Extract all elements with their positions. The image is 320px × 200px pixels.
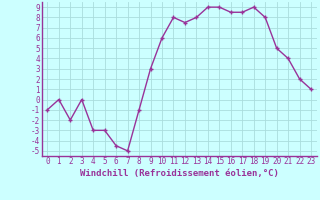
- X-axis label: Windchill (Refroidissement éolien,°C): Windchill (Refroidissement éolien,°C): [80, 169, 279, 178]
